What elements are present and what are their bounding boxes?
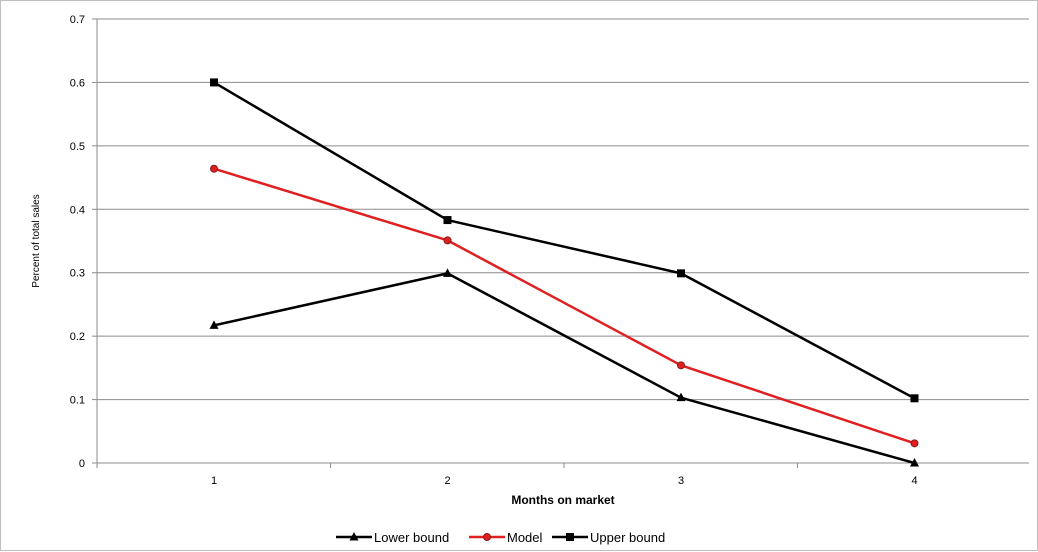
data-point — [677, 361, 685, 370]
y-tick-label: 0.3 — [70, 268, 85, 280]
y-tick-label: 0.7 — [70, 14, 85, 26]
data-point — [677, 269, 685, 278]
data-point — [910, 394, 919, 403]
x-tick-labels: 1 2 3 4 — [211, 475, 918, 487]
x-tick-label: 3 — [678, 475, 684, 487]
legend-label: Upper bound — [590, 530, 665, 545]
legend-marker — [566, 533, 574, 541]
y-tick-label: 0.2 — [70, 331, 85, 343]
data-point — [210, 164, 218, 173]
series-lines — [209, 78, 919, 467]
data-point — [443, 216, 452, 225]
y-tick-label: 0.1 — [70, 395, 85, 407]
legend-item: Lower bound — [336, 530, 449, 545]
series-line — [213, 81, 916, 400]
series-model — [210, 164, 919, 448]
gridlines — [97, 18, 1029, 401]
series-lower-bound — [209, 268, 919, 467]
x-axis-label: Months on market — [511, 493, 614, 507]
y-axis-label: Percent of total sales — [31, 194, 42, 287]
y-tick-label: 0.6 — [70, 77, 85, 89]
y-tick-label: 0.5 — [70, 141, 85, 153]
legend-label: Lower bound — [374, 530, 449, 545]
legend-marker — [483, 533, 491, 541]
data-point — [676, 392, 686, 402]
data-point — [210, 78, 218, 87]
data-point — [910, 458, 919, 467]
y-tick-labels: 0 0.1 0.2 0.3 0.4 0.5 0.6 0.7 — [70, 14, 85, 470]
legend: Lower bound Model Upper bound — [336, 530, 665, 545]
legend-item: Model — [469, 530, 543, 545]
series-line — [213, 167, 915, 445]
y-tick-label: 0 — [79, 458, 85, 470]
data-point — [209, 320, 219, 329]
series-upper-bound — [210, 78, 919, 403]
data-point — [443, 268, 452, 277]
series-line — [213, 272, 915, 465]
legend-item: Upper bound — [552, 530, 665, 545]
x-tick-label: 1 — [211, 475, 217, 487]
data-point — [910, 439, 919, 448]
axes — [92, 18, 1029, 468]
data-point — [443, 236, 452, 245]
legend-label: Model — [507, 530, 543, 545]
x-tick-label: 2 — [444, 475, 450, 487]
x-tick-label: 4 — [911, 475, 917, 487]
legend-marker — [349, 532, 359, 541]
y-tick-label: 0.4 — [70, 204, 85, 216]
